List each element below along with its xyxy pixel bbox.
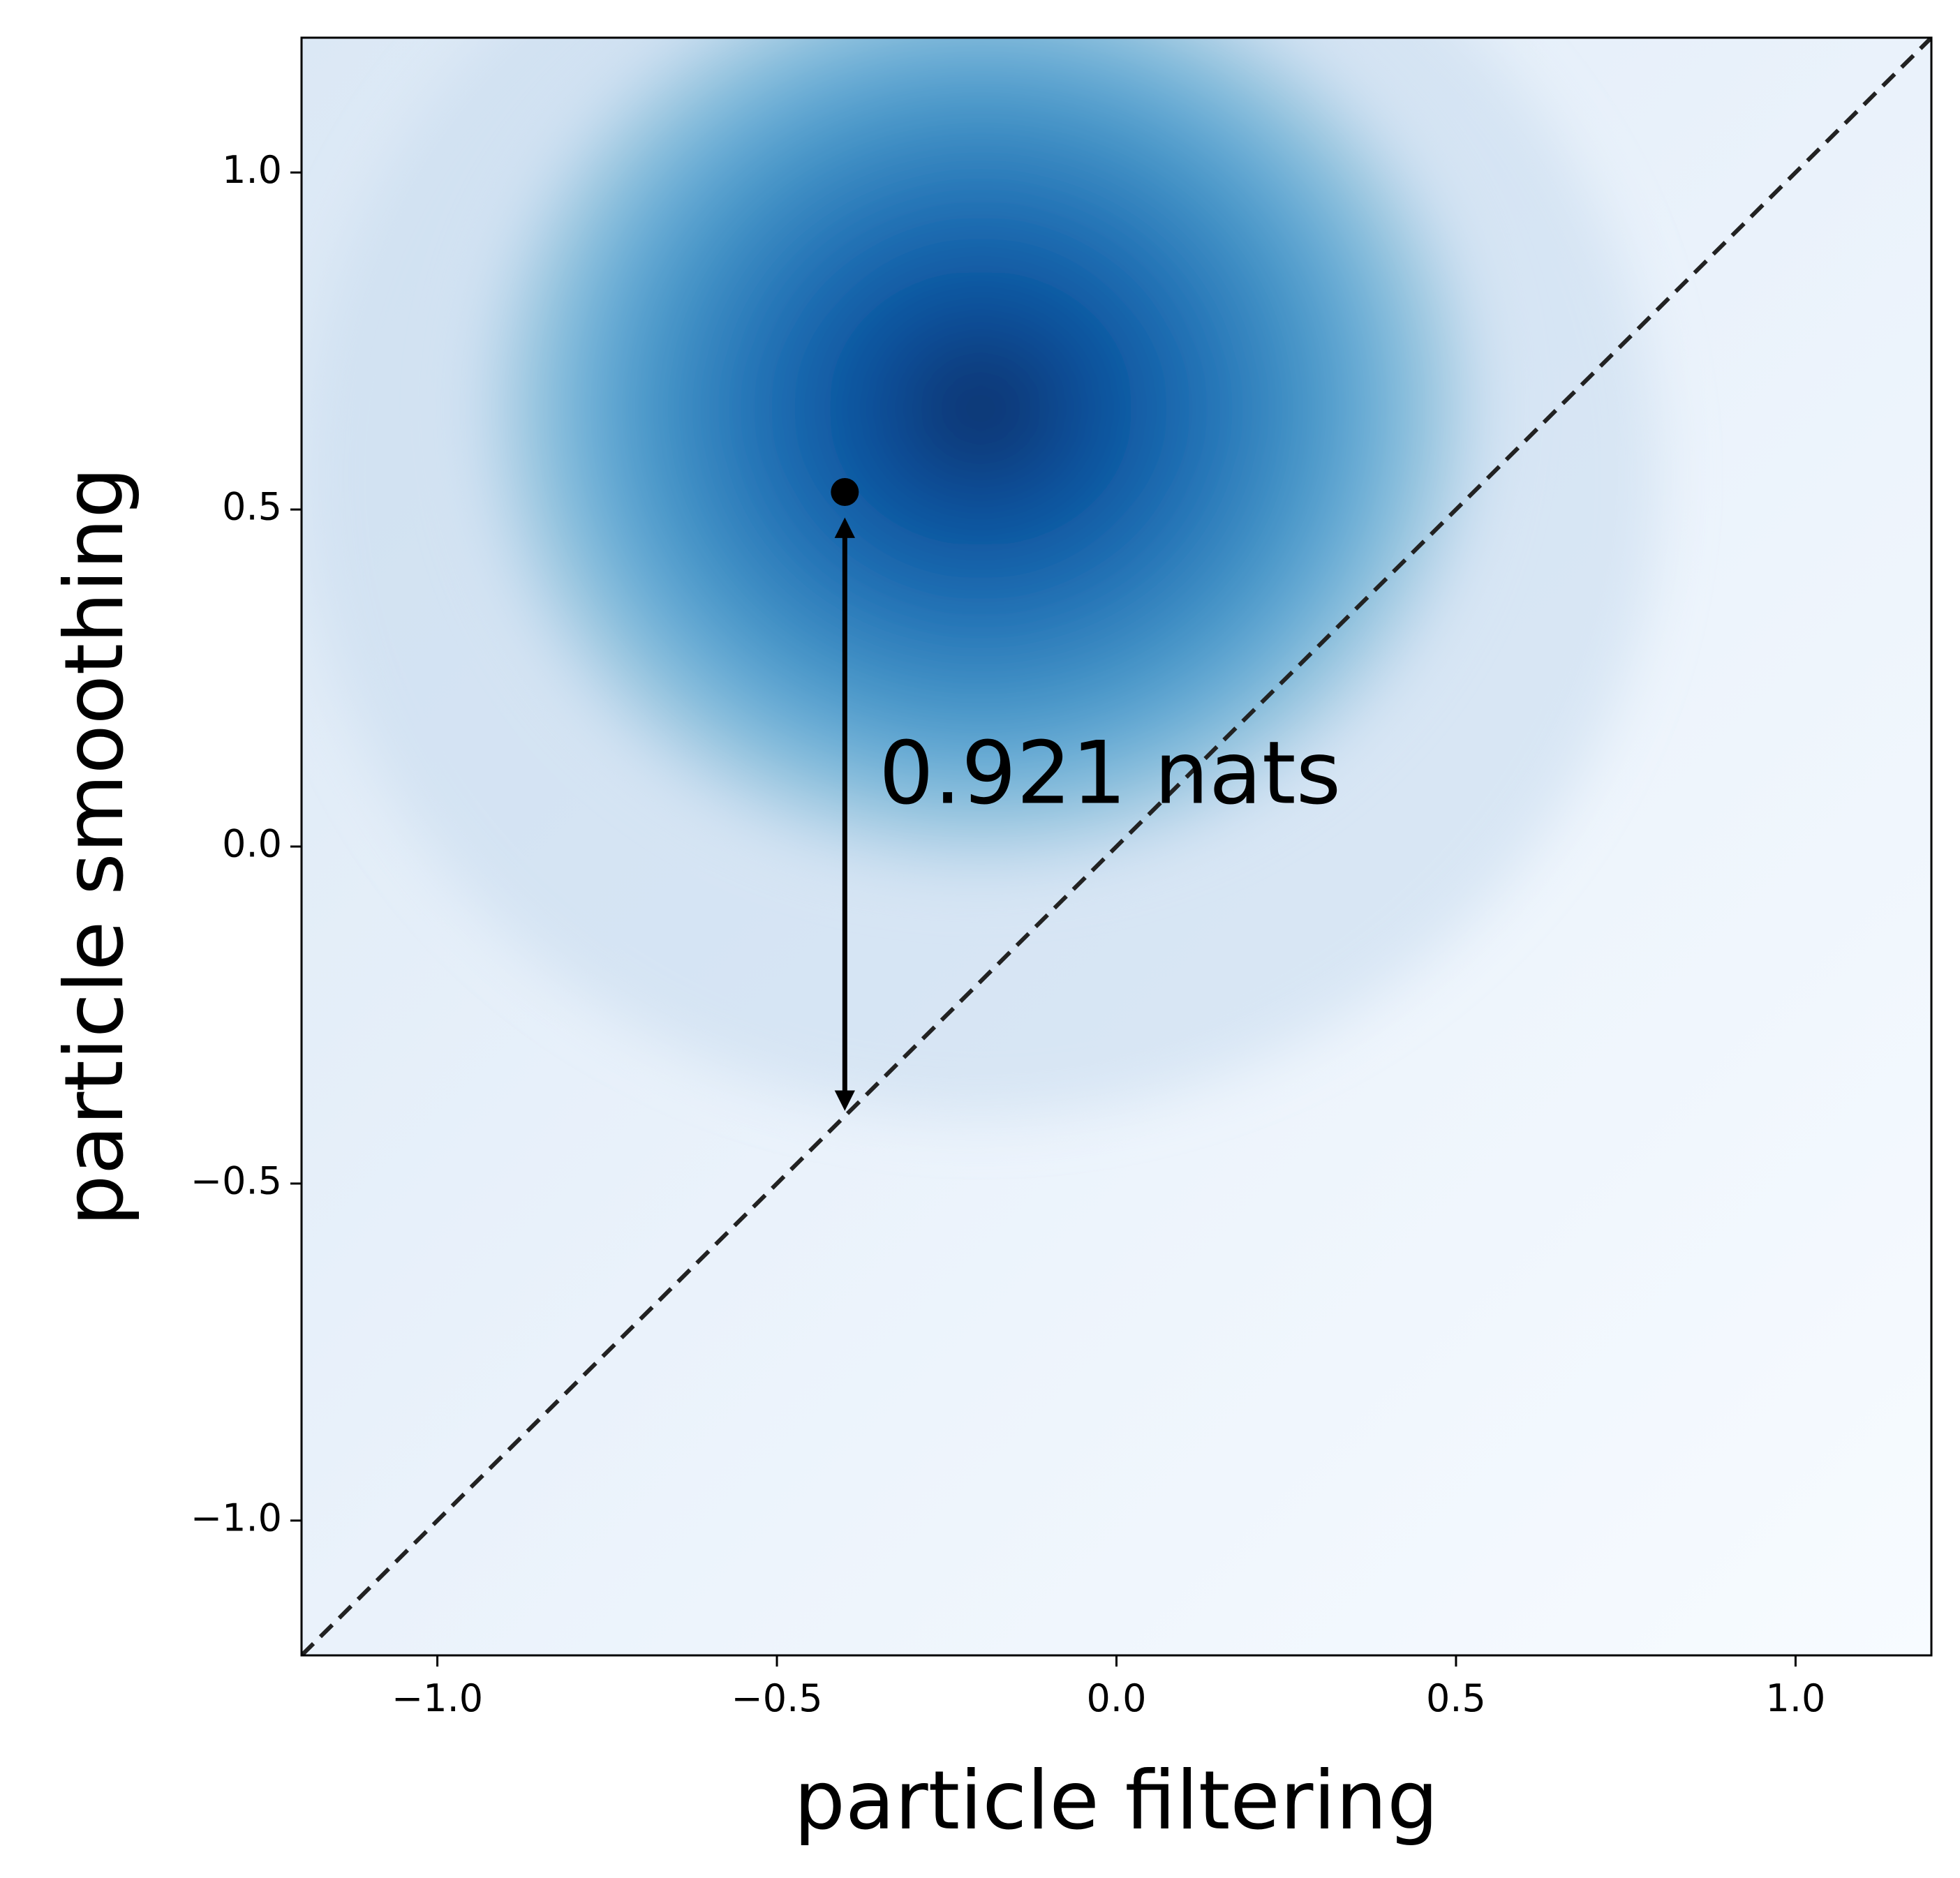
y-tick-label: 0.5 — [222, 485, 282, 529]
y-axis-label: particle smoothing — [47, 467, 142, 1226]
x-axis-ticks: −1.0 −0.5 0.0 0.5 1.0 — [392, 1655, 1825, 1720]
plot-area: 0.921 nats — [302, 38, 1931, 1655]
x-tick-label: 0.5 — [1426, 1676, 1486, 1720]
y-axis-ticks: −1.0 −0.5 0.0 0.5 1.0 — [191, 148, 302, 1540]
x-tick-label: 1.0 — [1765, 1676, 1825, 1720]
density-core — [451, 38, 1510, 894]
x-tick-label: 0.0 — [1087, 1676, 1147, 1720]
y-tick-label: 1.0 — [222, 148, 282, 192]
y-tick-label: 0.0 — [222, 822, 282, 866]
y-tick-label: −0.5 — [191, 1159, 282, 1203]
annotation-label: 0.921 nats — [879, 724, 1341, 824]
x-tick-label: −1.0 — [392, 1676, 483, 1720]
x-axis-label: particle filtering — [794, 1754, 1439, 1848]
marked-point — [831, 477, 859, 506]
heatmap-density — [302, 38, 1660, 1117]
y-tick-label: −1.0 — [191, 1496, 282, 1540]
x-tick-label: −0.5 — [731, 1676, 822, 1720]
identity-reference-line — [302, 38, 1931, 1655]
